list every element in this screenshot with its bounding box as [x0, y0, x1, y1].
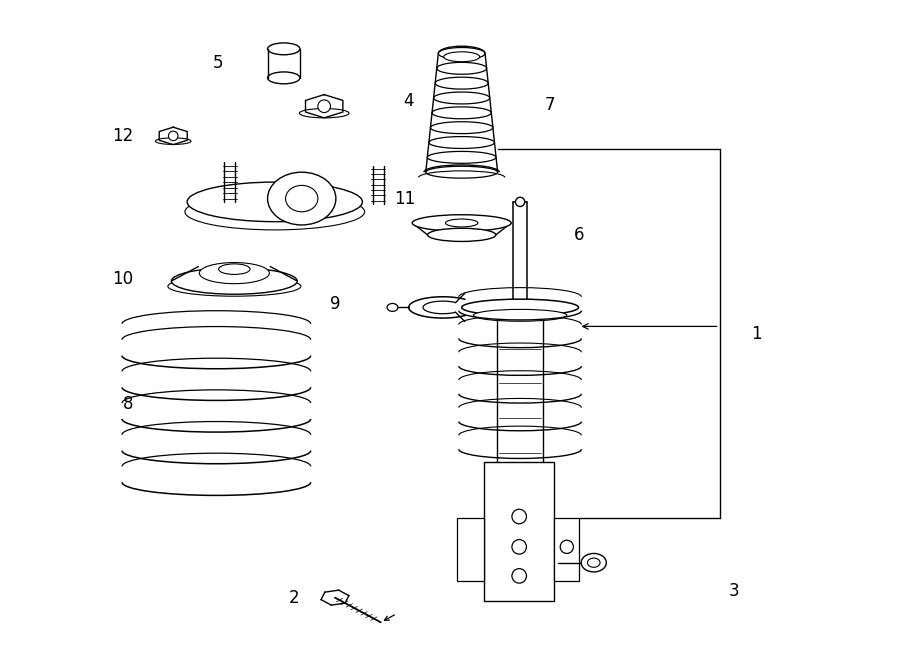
- Bar: [457, 518, 484, 581]
- Text: 2: 2: [288, 589, 299, 607]
- Ellipse shape: [300, 108, 349, 118]
- Text: 12: 12: [112, 127, 134, 145]
- Ellipse shape: [446, 219, 478, 227]
- Circle shape: [512, 539, 526, 554]
- Ellipse shape: [428, 228, 496, 241]
- Circle shape: [168, 131, 178, 141]
- Text: 8: 8: [123, 395, 134, 413]
- Circle shape: [318, 100, 330, 112]
- Bar: [554, 518, 580, 581]
- Text: 7: 7: [544, 96, 555, 114]
- Ellipse shape: [387, 303, 398, 311]
- Ellipse shape: [199, 262, 269, 284]
- Circle shape: [516, 197, 525, 206]
- Text: 6: 6: [574, 226, 584, 244]
- Ellipse shape: [167, 276, 301, 296]
- Text: 9: 9: [330, 295, 340, 313]
- Ellipse shape: [462, 299, 579, 316]
- Ellipse shape: [285, 185, 318, 212]
- Bar: [497, 301, 544, 466]
- Circle shape: [512, 568, 526, 583]
- Polygon shape: [305, 95, 343, 118]
- Text: 3: 3: [729, 582, 739, 600]
- Bar: [484, 463, 554, 601]
- Ellipse shape: [184, 194, 364, 230]
- Ellipse shape: [473, 309, 567, 321]
- Ellipse shape: [267, 43, 300, 55]
- Ellipse shape: [581, 553, 607, 572]
- Text: 4: 4: [403, 92, 414, 110]
- Text: 11: 11: [394, 190, 416, 208]
- Text: 1: 1: [751, 325, 761, 343]
- Ellipse shape: [156, 138, 191, 145]
- Ellipse shape: [444, 52, 480, 61]
- Ellipse shape: [171, 268, 297, 294]
- Text: 5: 5: [213, 54, 223, 72]
- Ellipse shape: [588, 558, 600, 567]
- Ellipse shape: [412, 215, 511, 231]
- Circle shape: [560, 540, 573, 553]
- Ellipse shape: [267, 72, 300, 84]
- Polygon shape: [159, 127, 187, 145]
- Ellipse shape: [267, 173, 336, 225]
- Circle shape: [512, 509, 526, 524]
- Ellipse shape: [219, 264, 250, 274]
- Text: 10: 10: [112, 270, 134, 288]
- Ellipse shape: [187, 182, 363, 221]
